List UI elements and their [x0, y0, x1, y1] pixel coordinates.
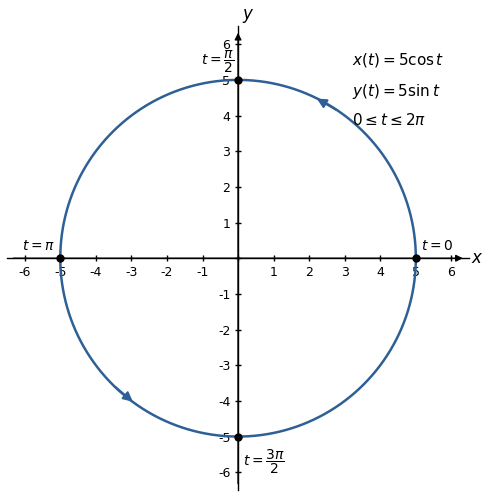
Text: $\mathit{x}$: $\mathit{x}$: [471, 249, 483, 267]
Text: $t=\dfrac{3\pi}{2}$: $t=\dfrac{3\pi}{2}$: [244, 447, 285, 476]
Text: $t=\dfrac{\pi}{2}$: $t=\dfrac{\pi}{2}$: [201, 48, 235, 75]
Text: $0 \leq t \leq 2\pi$: $0 \leq t \leq 2\pi$: [352, 112, 426, 128]
Text: $t=\pi$: $t=\pi$: [22, 239, 55, 253]
Text: $y(t) = 5\sin t$: $y(t) = 5\sin t$: [352, 82, 441, 101]
Text: $t=0$: $t=0$: [421, 239, 453, 253]
Text: $x(t) = 5\cos t$: $x(t) = 5\cos t$: [352, 51, 444, 70]
Text: $\mathit{y}$: $\mathit{y}$: [243, 6, 255, 25]
